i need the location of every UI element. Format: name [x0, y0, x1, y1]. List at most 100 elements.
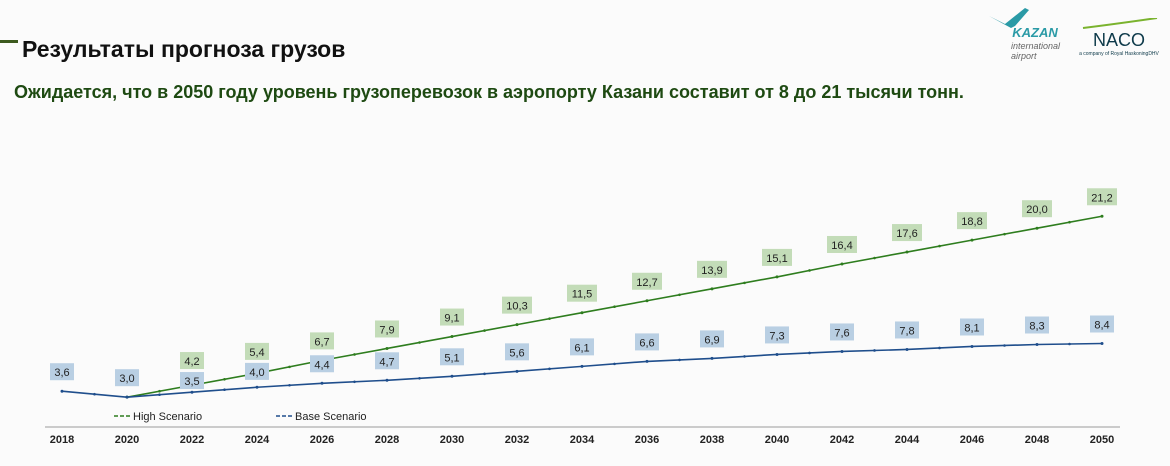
data-point — [190, 390, 194, 394]
data-point — [515, 323, 519, 327]
data-label: 9,1 — [444, 313, 459, 325]
data-label: 6,1 — [574, 342, 589, 354]
data-label: 7,8 — [899, 325, 914, 337]
data-point — [743, 355, 746, 358]
data-label-box — [762, 248, 792, 266]
x-tick-label: 2036 — [635, 434, 659, 446]
legend-base-label: Base Scenario — [295, 411, 367, 423]
data-label-box — [567, 284, 597, 302]
data-point — [60, 389, 64, 393]
x-tick-label: 2034 — [570, 434, 595, 446]
data-point — [288, 365, 291, 369]
data-label-box — [440, 348, 464, 366]
data-point — [450, 335, 454, 339]
data-point — [1100, 342, 1104, 346]
data-point — [418, 376, 421, 380]
data-label-box — [310, 355, 334, 373]
data-label-box — [375, 352, 399, 370]
svg-text:a company of Royal HaskoningDH: a company of Royal HaskoningDHV — [1079, 51, 1159, 57]
data-label-box — [632, 272, 662, 290]
legend-high-label: High Scenario — [133, 411, 202, 423]
data-label-box — [245, 342, 269, 360]
x-tick-label: 2048 — [1025, 434, 1049, 446]
legend: High Scenario Base Scenario — [114, 411, 367, 423]
data-point — [710, 287, 714, 291]
page-subtitle: Ожидается, что в 2050 году уровень грузо… — [14, 82, 964, 102]
data-point — [1035, 226, 1039, 230]
data-point — [288, 383, 291, 387]
data-point — [743, 281, 746, 285]
data-label-box — [830, 323, 854, 341]
data-label: 6,9 — [704, 334, 719, 346]
data-point — [873, 256, 876, 260]
data-label: 10,3 — [506, 301, 527, 313]
data-label-box — [245, 362, 269, 380]
x-tick-label: 2038 — [700, 434, 724, 446]
data-point — [808, 269, 811, 272]
data-label: 3,0 — [119, 373, 134, 385]
data-point — [645, 299, 649, 303]
data-label: 17,6 — [896, 228, 917, 240]
data-point — [255, 385, 259, 389]
data-label-box — [180, 352, 204, 370]
data-point — [223, 377, 226, 381]
data-point — [1003, 344, 1006, 347]
data-point — [548, 367, 551, 371]
data-point — [970, 238, 974, 242]
data-point — [678, 358, 681, 362]
data-point — [938, 346, 941, 350]
x-tick-label: 2024 — [245, 434, 270, 446]
x-tick-label: 2028 — [375, 434, 399, 446]
data-point — [905, 347, 909, 351]
data-label: 21,2 — [1091, 192, 1112, 204]
x-tick-label: 2044 — [895, 434, 920, 446]
data-point — [775, 275, 779, 279]
data-label-box — [957, 212, 987, 230]
x-tick-label: 2032 — [505, 434, 529, 446]
data-point — [808, 351, 811, 355]
data-label-box — [765, 326, 789, 344]
x-tick-label: 2046 — [960, 434, 984, 446]
data-point — [970, 344, 974, 348]
data-label: 4,2 — [184, 356, 199, 368]
data-point — [1100, 214, 1104, 218]
data-label: 4,7 — [379, 356, 394, 368]
data-point — [613, 362, 616, 366]
data-label: 12,7 — [636, 277, 657, 289]
data-point — [710, 356, 714, 360]
data-point — [353, 353, 356, 356]
data-label: 18,8 — [961, 216, 982, 228]
page-title: Результаты прогноза грузов — [22, 36, 346, 62]
x-tick-label: 2042 — [830, 434, 854, 446]
data-label: 20,0 — [1026, 204, 1047, 216]
data-label-box — [1087, 188, 1117, 206]
data-point — [1035, 342, 1039, 346]
x-tick-label: 2026 — [310, 434, 334, 446]
data-label: 3,5 — [184, 376, 199, 388]
data-label-box — [505, 343, 529, 361]
title-accent-bar — [0, 40, 18, 43]
data-point — [418, 341, 421, 344]
x-tick-label: 2022 — [180, 434, 204, 446]
data-label-box — [375, 320, 399, 338]
data-point — [483, 372, 486, 376]
data-point — [450, 374, 454, 378]
svg-text:KAZAN: KAZAN — [1012, 25, 1058, 40]
data-label: 5,4 — [249, 347, 264, 359]
data-point — [613, 305, 616, 309]
data-point — [483, 329, 486, 332]
data-label-box — [635, 333, 659, 351]
data-label: 5,1 — [444, 352, 459, 364]
data-label-box — [1025, 316, 1049, 334]
data-label-box — [700, 330, 724, 348]
x-tick-label: 2050 — [1090, 434, 1114, 446]
data-point — [158, 389, 161, 393]
data-label: 15,1 — [766, 253, 787, 265]
data-label: 6,7 — [314, 336, 329, 348]
data-point — [840, 262, 844, 266]
data-point — [385, 346, 389, 350]
data-point — [1068, 220, 1071, 224]
data-label-box — [1022, 200, 1052, 218]
data-point — [515, 369, 519, 373]
data-point — [158, 393, 161, 396]
